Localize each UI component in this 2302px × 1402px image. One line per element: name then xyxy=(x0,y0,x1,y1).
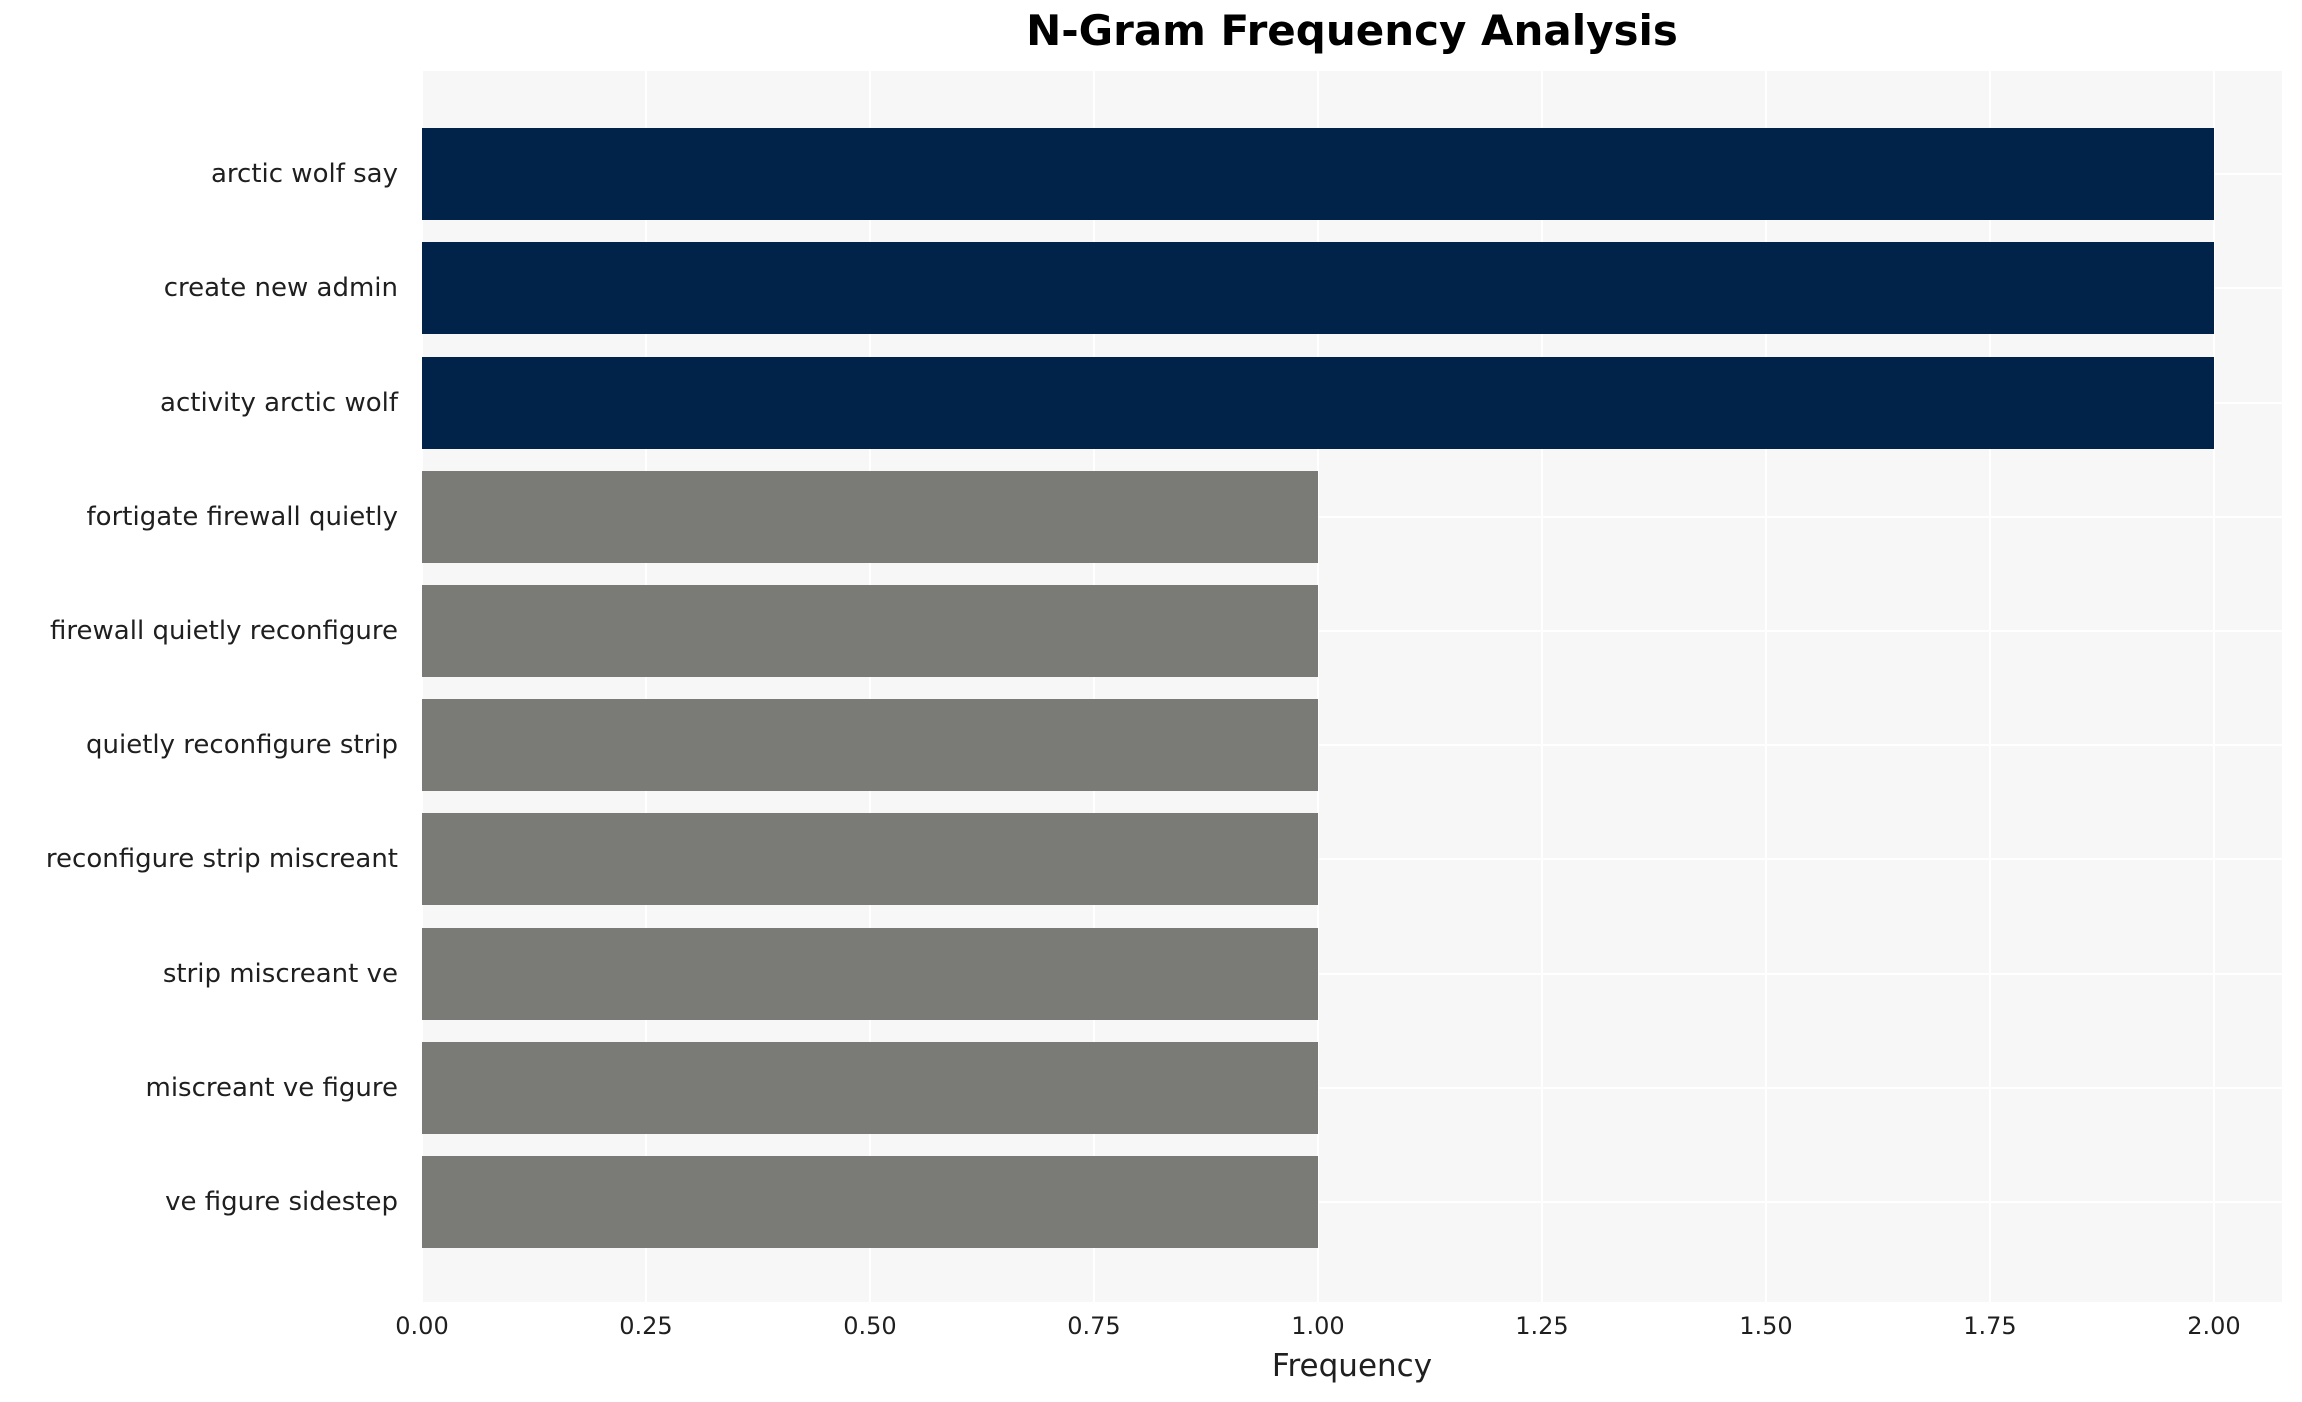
bar xyxy=(422,699,1318,792)
gridline-horizontal xyxy=(422,1200,2282,1203)
y-axis-label: activity arctic wolf xyxy=(160,387,398,418)
gridline-vertical xyxy=(2212,71,2215,1302)
gridline-vertical xyxy=(1316,71,1319,1302)
bar-row xyxy=(422,688,2282,802)
bar-row xyxy=(422,231,2282,345)
bar xyxy=(422,927,1318,1020)
bar-row xyxy=(422,802,2282,916)
x-tick-label: 1.25 xyxy=(1515,1312,1569,1340)
x-tick-label: 1.75 xyxy=(1963,1312,2017,1340)
x-tick-label: 1.00 xyxy=(1291,1312,1345,1340)
bar xyxy=(422,128,2214,221)
gridline-vertical xyxy=(644,71,647,1302)
bar xyxy=(422,584,1318,677)
y-axis-label: strip miscreant ve xyxy=(162,958,398,989)
x-tick-label: 0.25 xyxy=(619,1312,673,1340)
y-axis-label: quietly reconfigure strip xyxy=(86,730,398,761)
x-tick-label: 1.50 xyxy=(1739,1312,1793,1340)
bar xyxy=(422,470,1318,563)
bar xyxy=(422,813,1318,906)
y-axis-labels: arctic wolf say create new admin activity … xyxy=(0,117,410,1259)
gridline-horizontal xyxy=(422,629,2282,632)
x-axis-ticks: 0.00 0.25 0.50 0.75 1.00 1.25 1.50 1.75 2.00 xyxy=(395,1312,2282,1344)
bar-rows xyxy=(422,117,2282,1259)
gridline-horizontal xyxy=(422,744,2282,747)
bar-row xyxy=(422,460,2282,574)
bar-row xyxy=(422,574,2282,688)
x-tick-label: 0.00 xyxy=(395,1312,449,1340)
gridline-vertical xyxy=(868,71,871,1302)
bar xyxy=(422,356,2214,449)
gridline-horizontal xyxy=(422,515,2282,518)
y-axis-label: ve figure sidestep xyxy=(165,1186,398,1217)
gridline-vertical xyxy=(1764,71,1767,1302)
x-tick-label: 0.75 xyxy=(1067,1312,1121,1340)
y-axis-label: create new admin xyxy=(163,273,398,304)
y-axis-label: arctic wolf say xyxy=(210,159,398,190)
y-axis-label: firewall quietly reconfigure xyxy=(50,615,398,646)
plot-area xyxy=(422,71,2282,1302)
bar-row xyxy=(422,916,2282,1030)
bar-row xyxy=(422,1031,2282,1145)
bar-row xyxy=(422,345,2282,459)
bar-row xyxy=(422,117,2282,231)
gridline-vertical xyxy=(1988,71,1991,1302)
bar xyxy=(422,1041,1318,1134)
gridline-vertical xyxy=(1540,71,1543,1302)
gridline-horizontal xyxy=(422,858,2282,861)
bar-row xyxy=(422,1145,2282,1259)
gridline-horizontal xyxy=(422,1086,2282,1089)
x-tick-label: 0.50 xyxy=(843,1312,897,1340)
chart-title: N-Gram Frequency Analysis xyxy=(1026,6,1678,55)
x-axis-label: Frequency xyxy=(1271,1348,1433,1384)
gridline-vertical xyxy=(1092,71,1095,1302)
x-tick-label: 2.00 xyxy=(2187,1312,2241,1340)
gridline-vertical xyxy=(422,71,423,1302)
y-axis-label: fortigate firewall quietly xyxy=(86,501,398,532)
gridline-horizontal xyxy=(422,972,2282,975)
y-axis-label: miscreant ve figure xyxy=(145,1072,399,1103)
bar xyxy=(422,1155,1318,1248)
y-axis-label: reconfigure strip miscreant xyxy=(45,844,398,875)
bar xyxy=(422,242,2214,335)
